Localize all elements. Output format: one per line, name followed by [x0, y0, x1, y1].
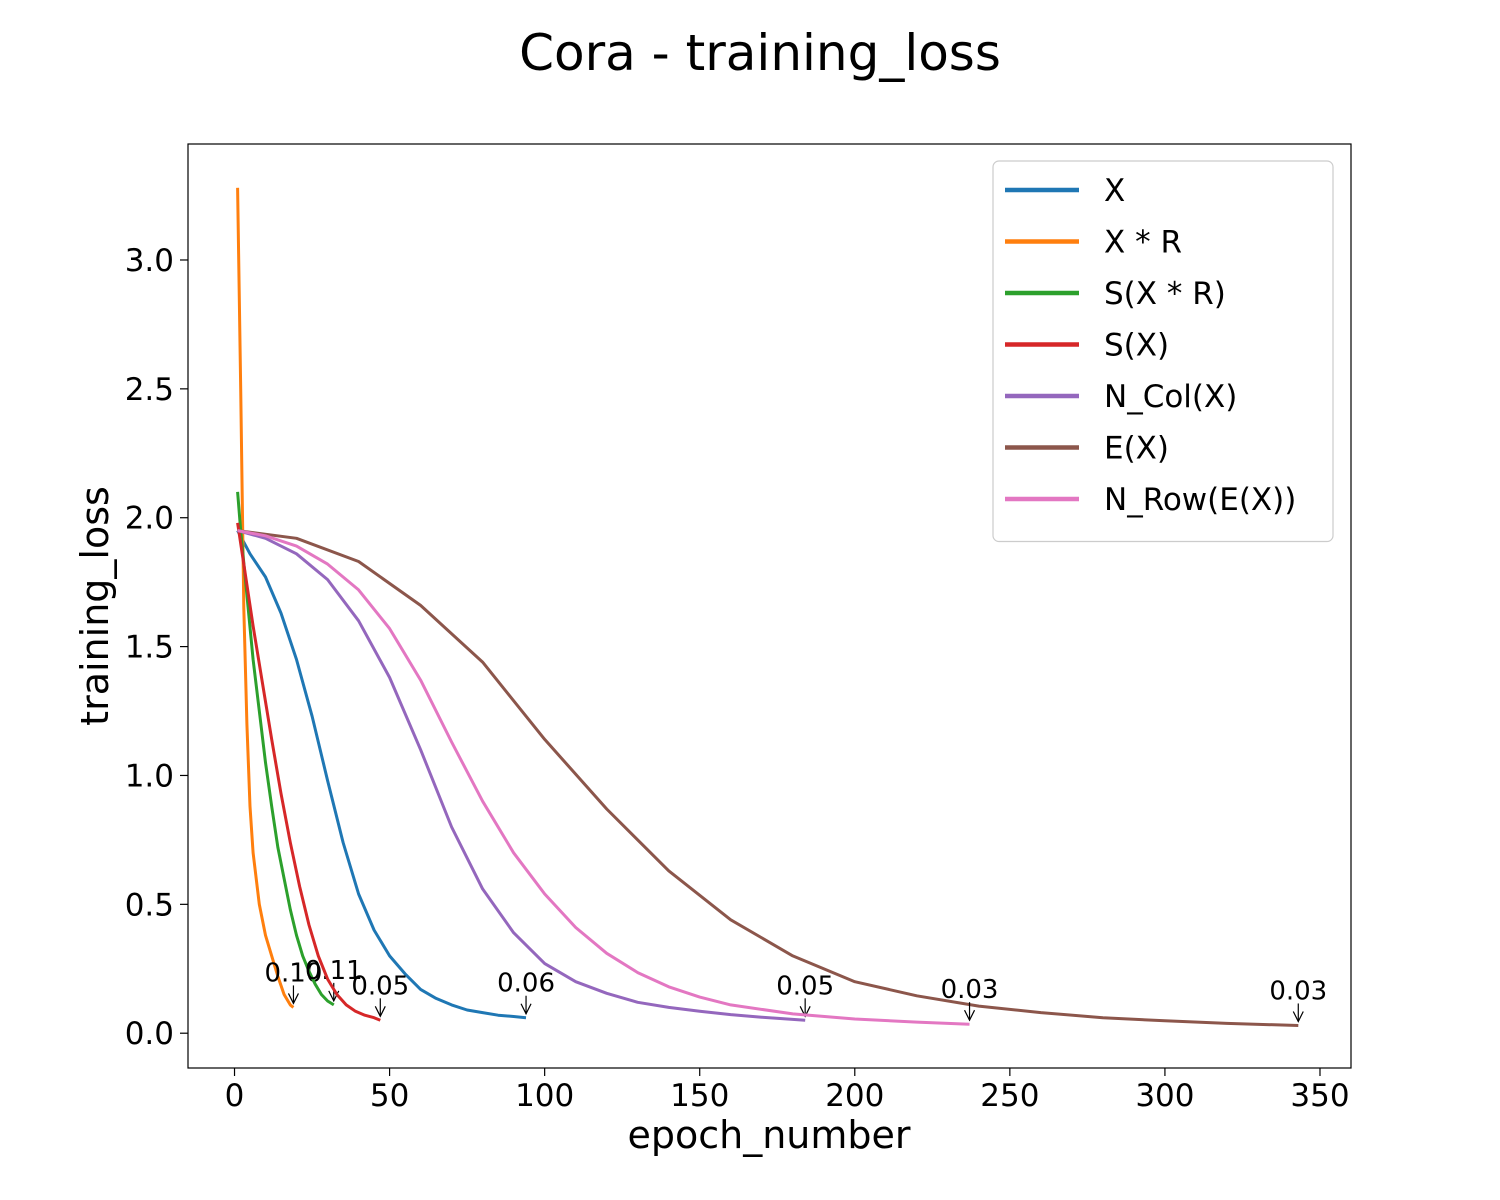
plot-layer: 0.060.100.110.05 0.05 0.030.03 — [236, 187, 1327, 1027]
y-axis-label: training_loss — [73, 486, 117, 726]
plot-frame — [187, 143, 1352, 1069]
final-value-label: 0.03 — [941, 975, 999, 1005]
x-tick-label: 300 — [1135, 1078, 1194, 1114]
y-axis-ticks: 0.0 0.5 1.0 1.5 2.0 2.5 3.0 — [125, 243, 188, 1052]
series-line — [236, 529, 527, 1020]
legend-label: N_Col(X) — [1104, 379, 1237, 415]
final-value-label: 0.05 — [351, 971, 409, 1001]
x-tick-label: 250 — [980, 1078, 1039, 1114]
x-tick-label: 50 — [370, 1078, 409, 1114]
y-tick-label: 1.5 — [125, 630, 174, 666]
series-line — [236, 187, 295, 1009]
series-line — [236, 491, 335, 1007]
legend-label: S(X) — [1104, 328, 1169, 364]
final-value-label: 0.05 — [776, 971, 834, 1001]
y-tick-label: 1.0 — [125, 758, 174, 794]
y-tick-label: 2.5 — [125, 372, 174, 408]
series-line — [236, 522, 381, 1022]
series-line — [237, 529, 1299, 1027]
annotation-arrowhead — [963, 1009, 976, 1022]
annotation-arrowhead — [374, 1006, 386, 1018]
series-line — [237, 529, 970, 1026]
legend-label: S(X * R) — [1104, 276, 1226, 312]
final-value-label: 0.03 — [1269, 976, 1327, 1006]
legend-label: X — [1104, 173, 1125, 209]
final-value-label: 0.11 — [305, 956, 363, 986]
y-tick-label: 3.0 — [125, 243, 174, 279]
y-tick-label: 0.0 — [125, 1016, 174, 1052]
x-tick-label: 0 — [225, 1078, 245, 1114]
x-tick-label: 200 — [825, 1078, 884, 1114]
annotation-arrowhead — [1292, 1011, 1304, 1023]
x-tick-label: 350 — [1290, 1078, 1349, 1114]
final-value-label: 0.10 — [265, 958, 323, 988]
series-line — [237, 529, 806, 1022]
x-tick-label: 100 — [515, 1078, 574, 1114]
chart-title: Cora - training_loss — [519, 24, 1001, 82]
legend-label: X * R — [1104, 225, 1182, 261]
x-axis-label: epoch_number — [627, 1113, 910, 1157]
x-axis-ticks: 0 50 100 150 200 250 300 350 — [225, 1068, 1350, 1114]
legend-label: N_Row(E(X)) — [1104, 482, 1296, 518]
y-tick-label: 2.0 — [125, 501, 174, 537]
final-value-label: 0.06 — [497, 969, 555, 999]
y-tick-label: 0.5 — [125, 887, 174, 923]
annotation-arrowhead — [287, 993, 299, 1005]
x-tick-label: 150 — [670, 1078, 729, 1114]
annotation-arrowhead — [520, 1003, 532, 1016]
legend-label: E(X) — [1104, 431, 1169, 467]
legend: X X * R S(X * R) S(X) N_Col(X) E(X) N_Row(E(X)… — [992, 160, 1334, 543]
